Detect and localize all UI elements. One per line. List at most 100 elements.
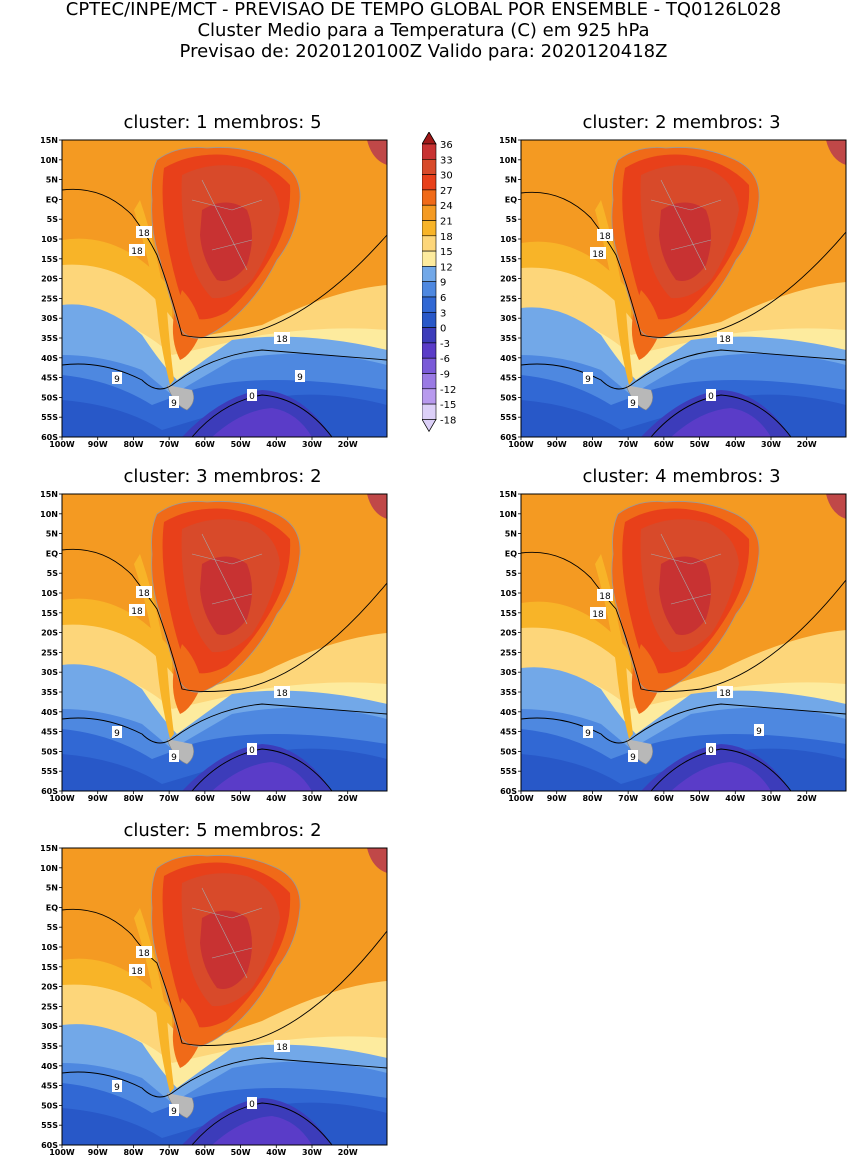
lon-tick-label: 40W	[725, 794, 745, 803]
lat-tick-label: 45S	[500, 728, 517, 737]
contour-label-l18a: 18	[599, 592, 611, 602]
contour-label-l18b: 18	[131, 247, 143, 257]
lon-tick-label: 80W	[123, 440, 143, 449]
lat-tick-label: 10S	[41, 235, 58, 244]
lat-tick-label: 60S	[41, 433, 58, 442]
colorbar-label: 12	[440, 262, 453, 273]
lat-tick-label: 5N	[46, 176, 58, 185]
lon-tick-label: 60W	[195, 440, 215, 449]
lat-tick-label: 15N	[499, 136, 517, 145]
lon-tick-label: 80W	[582, 440, 602, 449]
lat-tick-label: 60S	[41, 787, 58, 796]
lat-tick-label: 25S	[41, 1002, 58, 1011]
temperature-map-cluster-2: 18 18 18 9 9 0 15N 10N 5N EQ 5S 10S 15S 20S 25S 30S 35S 4…	[494, 133, 847, 453]
colorbar-label: 27	[440, 186, 453, 197]
lon-tick-label: 90W	[88, 440, 108, 449]
lon-tick-label: 100W	[508, 794, 534, 803]
lon-tick-label: 50W	[231, 794, 251, 803]
contour-label-l18c: 18	[276, 1043, 288, 1053]
lat-tick-label: 60S	[500, 787, 517, 796]
lat-tick-label: 20S	[500, 629, 517, 638]
colorbar-label: -6	[440, 354, 450, 365]
lat-tick-label: 55S	[500, 413, 517, 422]
lat-tick-label: 25S	[41, 294, 58, 303]
lat-tick-label: 30S	[41, 314, 58, 323]
colorbar-label: 18	[440, 232, 453, 243]
lat-tick-label: 15N	[499, 490, 517, 499]
lat-tick-label: 45S	[41, 1082, 58, 1091]
lat-tick-label: 5S	[506, 215, 518, 224]
lon-tick-label: 50W	[231, 440, 251, 449]
contour-label-l18c: 18	[276, 689, 288, 699]
lon-tick-label: 20W	[338, 440, 358, 449]
lat-tick-label: EQ	[46, 549, 58, 558]
lat-tick-label: 15S	[500, 609, 517, 618]
lon-tick-label: 40W	[725, 440, 745, 449]
lon-tick-label: 90W	[88, 1148, 108, 1157]
lat-tick-label: 45S	[500, 374, 517, 383]
colorbar-label: 30	[440, 171, 453, 182]
contour-label-l9a: 9	[585, 375, 591, 385]
lon-tick-label: 80W	[123, 794, 143, 803]
lat-tick-label: 55S	[41, 1121, 58, 1130]
contour-label-l9c: 9	[297, 373, 303, 383]
contour-label-l18a: 18	[138, 949, 150, 959]
lat-tick-label: 5S	[47, 923, 59, 932]
lon-tick-label: 70W	[159, 1148, 179, 1157]
lat-tick-label: 40S	[41, 354, 58, 363]
lat-tick-label: EQ	[46, 903, 58, 912]
colorbar-segment	[421, 357, 437, 374]
lon-tick-label: 100W	[49, 1148, 75, 1157]
contour-label-l18b: 18	[131, 967, 143, 977]
lat-tick-label: 25S	[41, 648, 58, 657]
colorbar-segment	[421, 189, 437, 206]
lat-tick-label: 50S	[41, 1101, 58, 1110]
lon-tick-label: 20W	[797, 794, 817, 803]
panel-2-title: cluster: 2 membros: 3	[582, 112, 781, 133]
lat-tick-label: 20S	[41, 629, 58, 638]
contour-label-l18a: 18	[599, 232, 611, 242]
lat-tick-label: 10N	[40, 156, 58, 165]
lat-tick-label: 55S	[41, 413, 58, 422]
contour-label-l18b: 18	[592, 250, 604, 260]
lat-tick-label: 45S	[41, 728, 58, 737]
colorbar-label: 0	[440, 324, 446, 335]
lon-tick-label: 30W	[302, 794, 322, 803]
lat-tick-label: 5N	[505, 176, 517, 185]
lon-tick-label: 20W	[797, 440, 817, 449]
lat-tick-label: 35S	[41, 334, 58, 343]
lat-tick-label: 15S	[500, 255, 517, 264]
lat-tick-label: 10N	[499, 156, 517, 165]
colorbar-label: -3	[440, 339, 450, 350]
contour-label-l9a: 9	[114, 1083, 120, 1093]
lat-tick-label: 10S	[41, 943, 58, 952]
lat-tick-label: 55S	[41, 767, 58, 776]
lon-tick-label: 80W	[123, 1148, 143, 1157]
contour-label-l9b: 9	[630, 399, 636, 409]
lat-tick-label: 15S	[41, 255, 58, 264]
lon-tick-label: 90W	[88, 794, 108, 803]
colorbar-segment	[421, 388, 437, 405]
lat-tick-label: 5N	[505, 530, 517, 539]
lat-tick-label: 15N	[40, 844, 58, 853]
colorbar-label: 3	[440, 308, 446, 319]
colorbar-segment	[421, 174, 437, 191]
lat-tick-label: 10N	[40, 510, 58, 519]
lat-tick-label: 35S	[41, 688, 58, 697]
contour-label-l9b: 9	[171, 1107, 177, 1117]
contour-label-l18a: 18	[138, 589, 150, 599]
lat-tick-label: 50S	[500, 393, 517, 402]
colorbar-segment	[421, 311, 437, 328]
lat-tick-label: 15N	[40, 136, 58, 145]
lon-tick-label: 60W	[195, 1148, 215, 1157]
panel-5-title: cluster: 5 membros: 2	[123, 820, 322, 841]
lat-tick-label: 35S	[500, 688, 517, 697]
lat-tick-label: 25S	[500, 294, 517, 303]
lat-tick-label: 40S	[500, 708, 517, 717]
contour-label-l9a: 9	[114, 375, 120, 385]
colorbar-label: 24	[440, 201, 453, 212]
lat-tick-label: 30S	[41, 668, 58, 677]
temperature-map-cluster-3: 18 18 18 9 9 0 15N 10N 5N EQ 5S 10S 15S 20S 25S 30S 35S 4…	[35, 487, 395, 807]
lat-tick-label: 35S	[500, 334, 517, 343]
contour-label-l0: 0	[249, 392, 255, 402]
